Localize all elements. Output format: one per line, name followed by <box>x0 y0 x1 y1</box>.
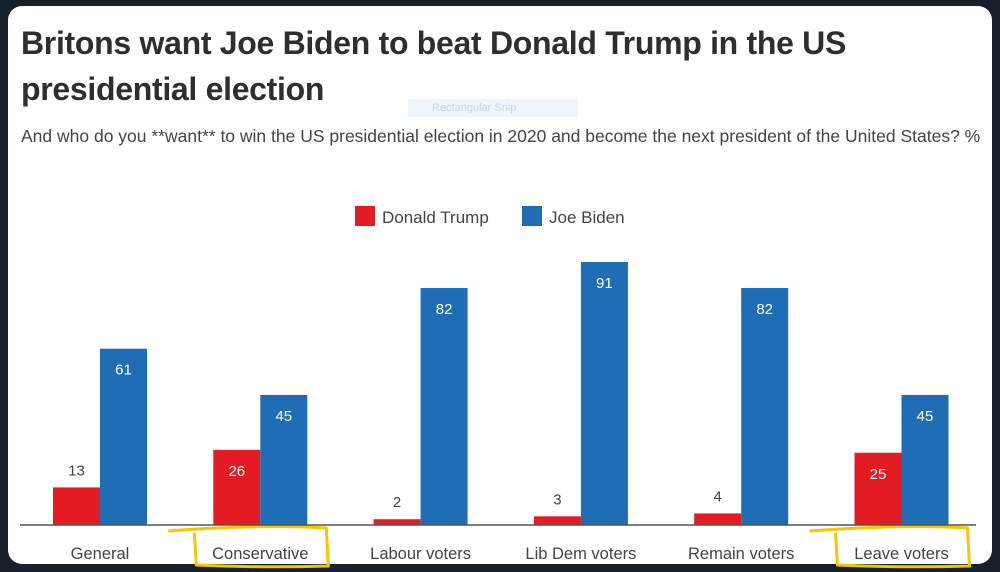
data-label: 45 <box>275 408 292 425</box>
chart-card: Britons want Joe Biden to beat Donald Tr… <box>8 6 992 564</box>
bar <box>533 516 581 525</box>
category-label: Conservative <box>212 545 308 563</box>
bar <box>260 394 308 525</box>
chart-subtitle: And who do you **want** to win the US pr… <box>21 126 981 146</box>
chart-title: Britons want Joe Biden to beat Donald Tr… <box>21 25 847 107</box>
data-label: 2 <box>393 494 401 511</box>
highlight-annotation <box>168 525 330 569</box>
highlight-annotation <box>809 525 971 569</box>
category-label: Remain voters <box>688 545 794 563</box>
bar <box>741 288 789 525</box>
bar <box>373 519 421 525</box>
data-label: 82 <box>436 301 453 318</box>
category-label: Lib Dem voters <box>525 545 636 563</box>
legend-swatch <box>522 206 542 226</box>
data-label: 45 <box>917 408 934 425</box>
bar <box>901 394 949 525</box>
category-label: Labour voters <box>370 545 471 563</box>
category-label: Leave voters <box>854 545 948 563</box>
data-label: 61 <box>115 362 132 379</box>
snip-overlay: Rectangular Snip <box>408 99 578 117</box>
data-label: 26 <box>228 463 245 480</box>
data-label: 91 <box>596 275 613 292</box>
bar <box>694 513 742 525</box>
data-label: 4 <box>714 488 722 505</box>
bar <box>854 452 902 525</box>
legend-label: Donald Trump <box>382 208 489 227</box>
bar <box>53 487 100 525</box>
bar <box>100 348 147 525</box>
bar <box>420 288 468 525</box>
data-label: 25 <box>870 466 887 483</box>
legend-swatch <box>355 206 375 226</box>
legend-label: Joe Biden <box>549 208 625 227</box>
bar <box>213 449 261 525</box>
data-label: 13 <box>68 462 85 479</box>
bar <box>580 262 628 525</box>
data-label: 3 <box>553 491 561 508</box>
category-label: General <box>71 545 130 563</box>
data-label: 82 <box>756 301 773 318</box>
